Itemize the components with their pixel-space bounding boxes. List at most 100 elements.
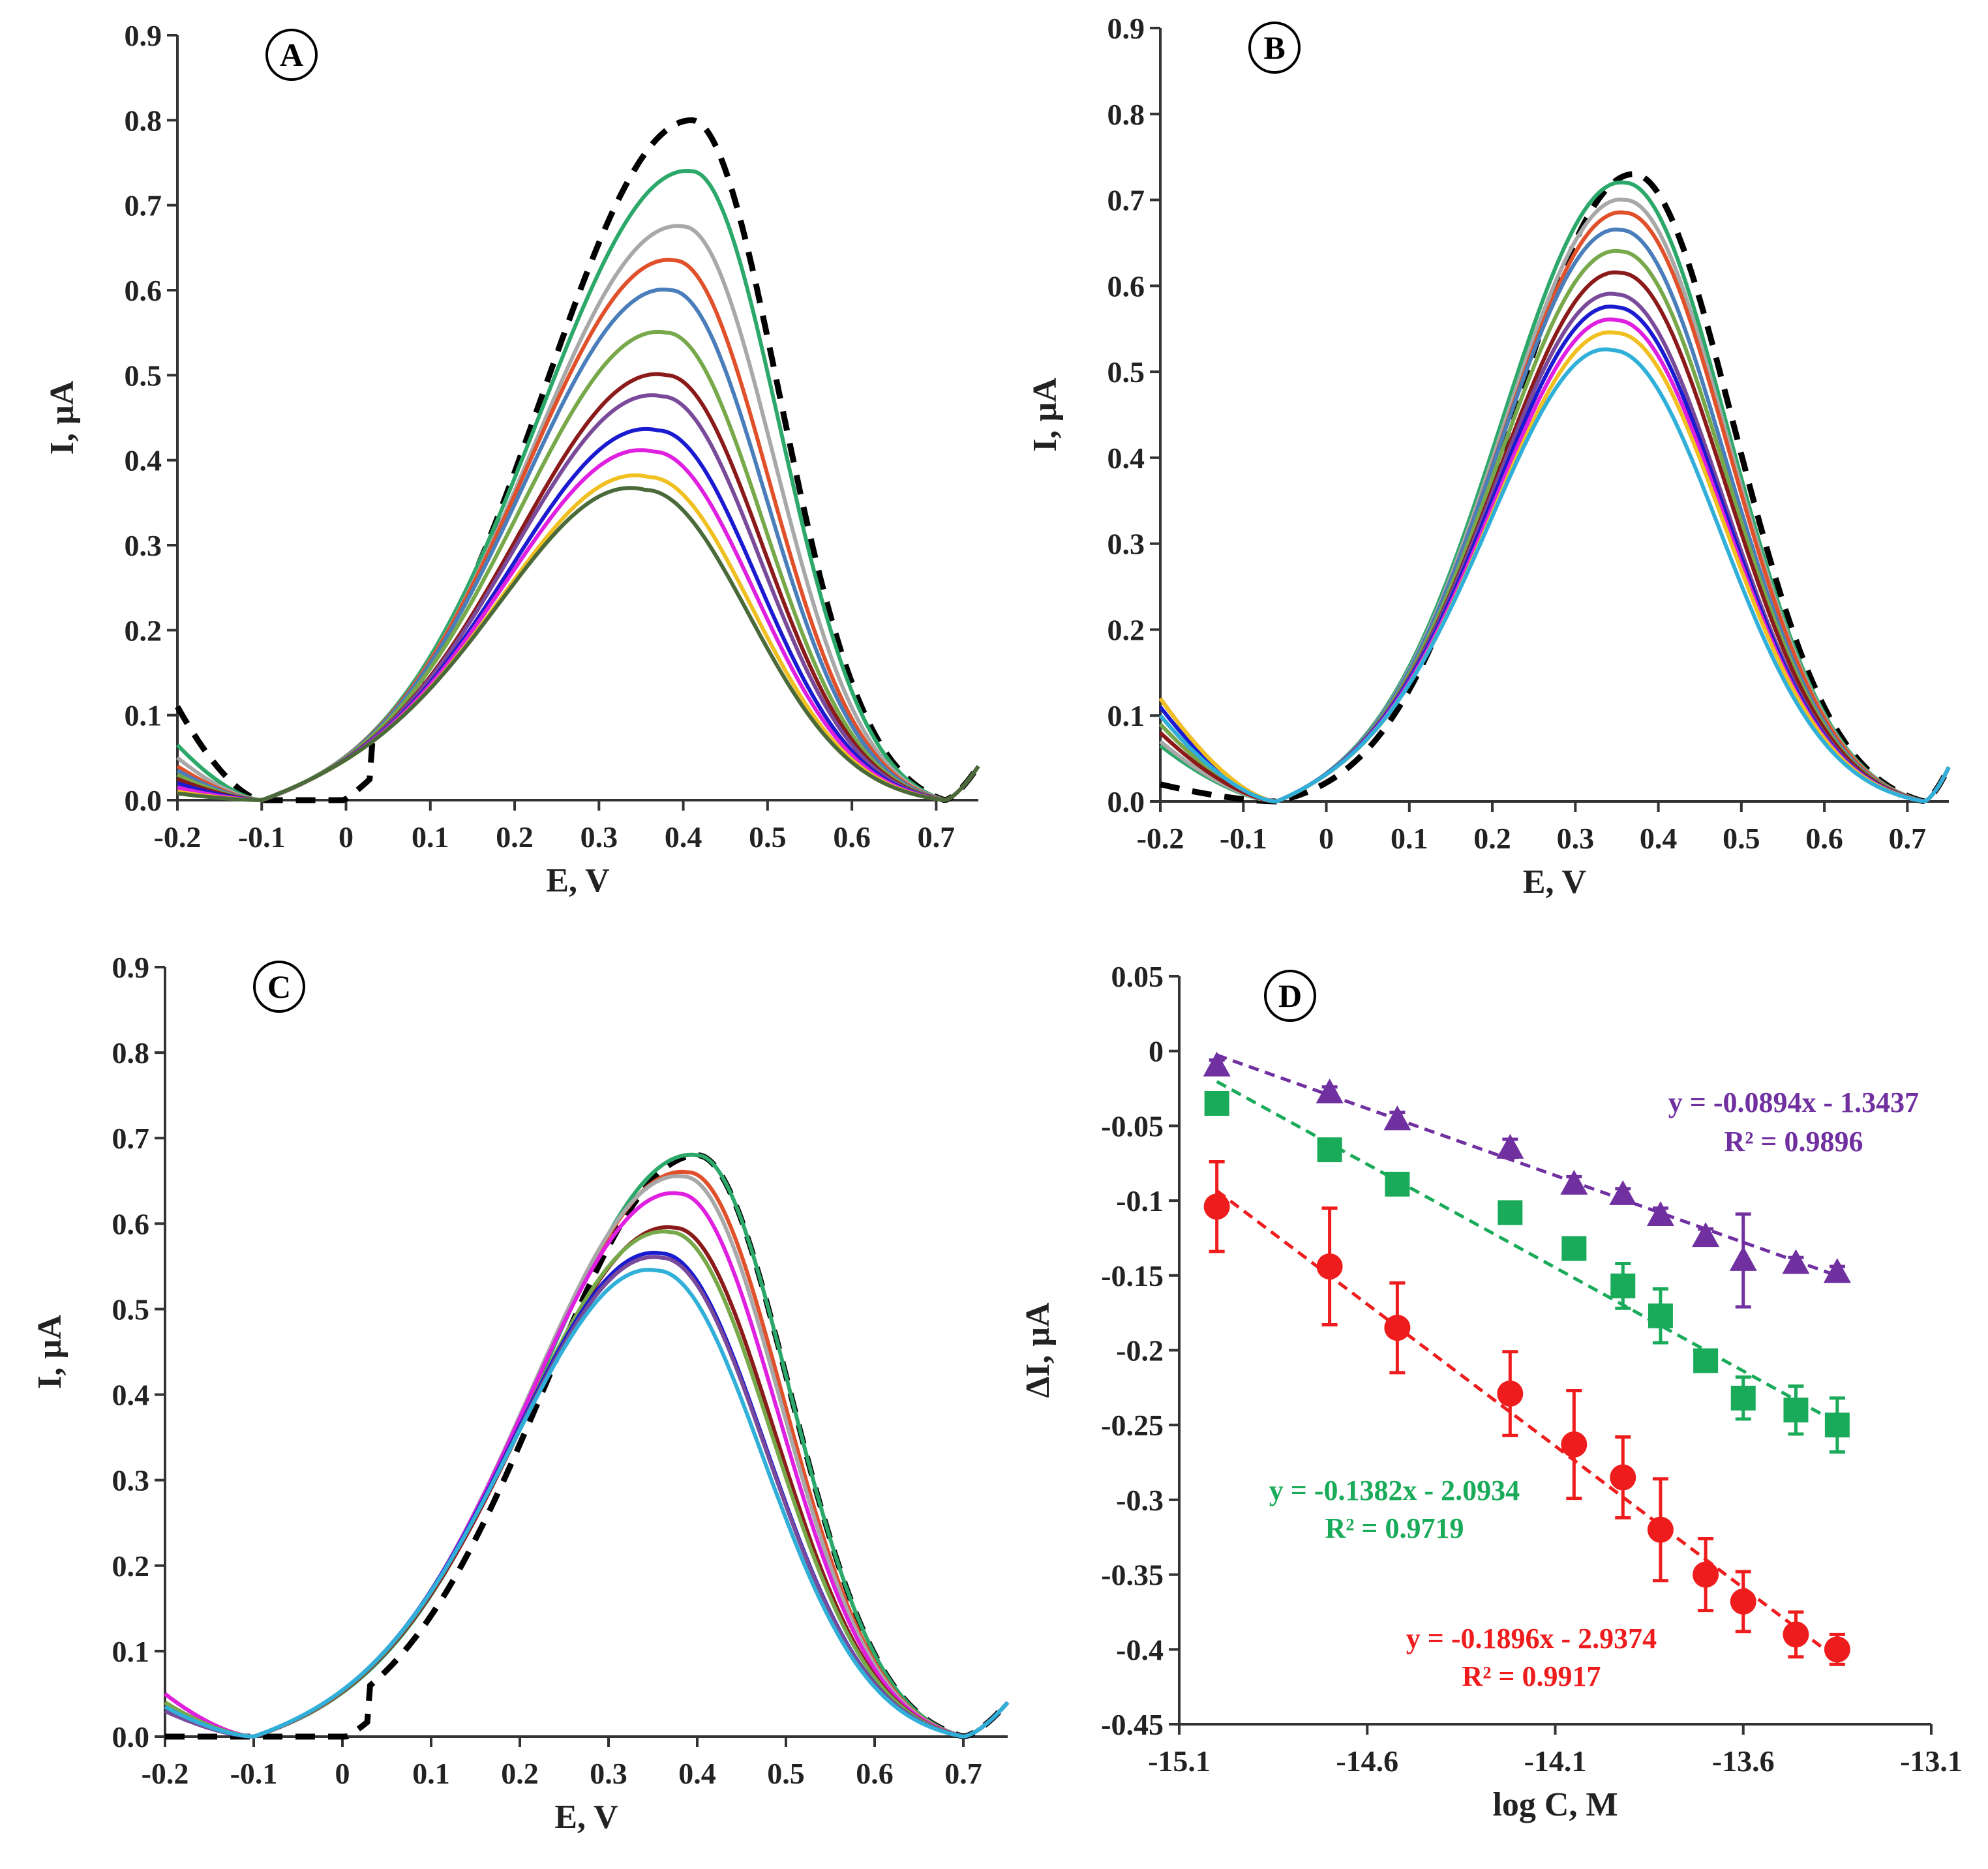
x-tick-label: 0.6 — [1805, 822, 1843, 855]
x-tick-label: -15.1 — [1148, 1744, 1211, 1778]
x-tick-label: 0.3 — [580, 820, 618, 854]
x-axis-label: E, V — [1523, 863, 1586, 901]
x-tick-label: 0.6 — [856, 1757, 894, 1790]
y-tick-label: -0.1 — [1116, 1184, 1164, 1218]
panel-letter-circle — [265, 29, 318, 81]
y-tick-label: 0.8 — [112, 1036, 150, 1069]
voltammogram-curve-1 — [164, 1152, 1010, 1739]
y-tick-label: 0.0 — [112, 1720, 150, 1754]
x-tick-label: -14.6 — [1336, 1744, 1398, 1778]
data-point-square — [1204, 1090, 1229, 1116]
x-tick-label: -13.6 — [1712, 1744, 1775, 1778]
voltammogram-curve-7 — [177, 393, 980, 803]
y-tick-label: 0.6 — [125, 274, 162, 307]
y-tick-label: 0.1 — [1107, 699, 1145, 732]
x-tick-label: 0.4 — [665, 820, 702, 854]
y-tick-label: -0.15 — [1101, 1259, 1164, 1293]
data-point-triangle — [1692, 1222, 1720, 1248]
voltammogram-curve-3 — [164, 1174, 1010, 1739]
data-point-circle — [1561, 1431, 1588, 1458]
y-tick-label: 0.7 — [1107, 184, 1145, 217]
data-point-triangle — [1823, 1258, 1851, 1283]
data-point-triangle — [1729, 1246, 1757, 1271]
x-tick-label: 0 — [335, 1757, 350, 1790]
x-tick-label: -0.1 — [1220, 822, 1267, 855]
y-tick-label: -0.2 — [1116, 1334, 1164, 1368]
x-tick-label: 0.2 — [501, 1757, 539, 1790]
x-tick-label: 0 — [339, 820, 354, 854]
y-tick-label: -0.45 — [1101, 1708, 1164, 1741]
data-point-square — [1648, 1303, 1673, 1328]
y-tick-label: 0.3 — [112, 1464, 150, 1497]
x-tick-label: -0.2 — [142, 1757, 189, 1790]
y-axis-label: I, µA — [44, 380, 81, 455]
y-axis-label: ΔI, µA — [1019, 1302, 1057, 1398]
y-tick-label: 0.8 — [125, 104, 162, 137]
y-tick-label: 0.2 — [125, 614, 162, 647]
x-axis-label: E, V — [546, 862, 609, 899]
y-tick-label: 0.6 — [112, 1207, 150, 1240]
x-tick-label: 0.7 — [1889, 822, 1927, 855]
y-tick-label: 0.2 — [112, 1549, 150, 1583]
voltammogram-curve-2 — [164, 1169, 1010, 1739]
x-tick-label: 0.5 — [749, 820, 787, 854]
x-tick-label: 0.6 — [833, 820, 871, 854]
x-tick-label: -0.2 — [1137, 822, 1184, 855]
y-tick-label: 0 — [1149, 1035, 1164, 1068]
panel-A: 0.0 0.1 0.2 0.3 0.4 0.5 0.6 0.7 0.8 0.9 -0.2 -0.1 0 0… — [44, 19, 981, 899]
circle-equation: y = -0.1896x - 2.9374 — [1406, 1622, 1657, 1654]
y-tick-label: 0.9 — [125, 19, 162, 52]
triangle-r-squared: R² = 0.9896 — [1724, 1126, 1863, 1158]
data-point-circle — [1730, 1588, 1756, 1615]
y-tick-label: 0.9 — [112, 951, 150, 984]
y-tick-label: 0.5 — [112, 1293, 150, 1326]
x-tick-label: 0.7 — [918, 820, 956, 854]
y-tick-label: 0.3 — [125, 529, 162, 562]
square-equation: y = -0.1382x - 2.0934 — [1269, 1474, 1520, 1506]
data-point-square — [1783, 1398, 1809, 1423]
x-tick-label: 0.7 — [944, 1757, 982, 1790]
x-tick-label: 0.2 — [496, 820, 534, 854]
y-tick-label: -0.25 — [1101, 1409, 1164, 1442]
panel-letter: A — [280, 37, 303, 73]
y-tick-label: 0.1 — [125, 699, 162, 732]
y-tick-label: 0.7 — [112, 1122, 150, 1155]
y-tick-label: 0.1 — [112, 1635, 150, 1668]
x-tick-label: 0.1 — [412, 1757, 450, 1790]
square-r-squared: R² = 0.9719 — [1325, 1512, 1464, 1544]
panel-letter-circle — [1264, 970, 1316, 1022]
y-tick-label: 0.4 — [125, 444, 162, 477]
y-tick-label: 0.9 — [1107, 12, 1145, 45]
data-point-triangle — [1609, 1180, 1637, 1205]
panel-C: 0.0 0.1 0.2 0.3 0.4 0.5 0.6 0.7 0.8 0.9 -0.2 -0.1 0 0… — [31, 951, 1010, 1836]
circle-fit-line — [1216, 1189, 1839, 1660]
y-tick-label: 0.0 — [125, 784, 162, 817]
panel-D: 0.05 0 -0.05 -0.1 -0.15 -0.2 -0.25 -0.3 -0.35 -0.… — [1019, 960, 1963, 1823]
data-point-circle — [1203, 1193, 1230, 1220]
y-tick-label: 0.6 — [1107, 269, 1145, 303]
panel-letter-circle — [1248, 22, 1301, 74]
data-point-triangle — [1646, 1201, 1674, 1227]
data-point-triangle — [1496, 1133, 1524, 1159]
x-tick-label: 0 — [1319, 822, 1334, 855]
x-tick-label: -13.1 — [1900, 1744, 1963, 1778]
triangle-fit-line — [1216, 1053, 1838, 1278]
x-tick-label: -0.1 — [238, 820, 286, 854]
data-point-square — [1317, 1137, 1342, 1163]
x-tick-label: 0.5 — [1723, 822, 1760, 855]
x-tick-label: -0.2 — [154, 820, 202, 854]
x-tick-label: 0.3 — [590, 1757, 627, 1790]
data-point-circle — [1497, 1381, 1524, 1407]
y-tick-label: -0.4 — [1116, 1633, 1164, 1666]
y-tick-label: 0.4 — [1107, 441, 1145, 475]
data-point-circle — [1783, 1621, 1809, 1648]
panel-B: 0.0 0.1 0.2 0.3 0.4 0.5 0.6 0.7 0.8 0.9 -0.2 -0.1 0 0… — [1027, 12, 1952, 901]
panel-letter: B — [1263, 29, 1285, 66]
y-tick-label: 0.05 — [1111, 960, 1164, 993]
data-point-triangle — [1560, 1169, 1588, 1195]
data-point-circle — [1693, 1561, 1719, 1588]
panel-letter-circle — [253, 961, 305, 1013]
data-point-square — [1498, 1200, 1523, 1225]
circle-r-squared: R² = 0.9917 — [1462, 1660, 1601, 1692]
data-point-square — [1561, 1236, 1587, 1261]
